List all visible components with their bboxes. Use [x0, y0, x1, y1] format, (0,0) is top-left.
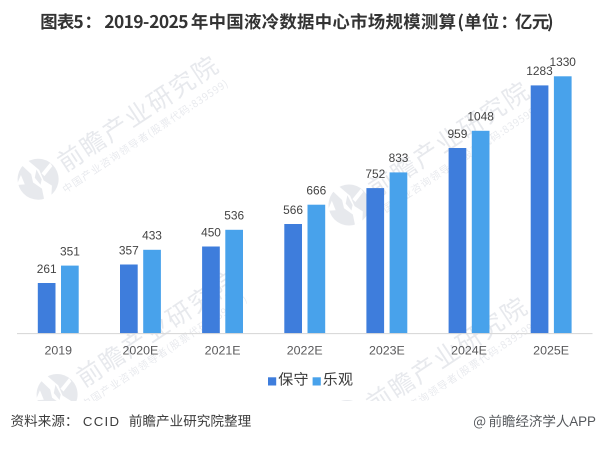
- svg-text:566: 566: [283, 203, 303, 217]
- svg-text:1048: 1048: [467, 110, 494, 124]
- svg-text:2025E: 2025E: [533, 343, 569, 357]
- svg-text:433: 433: [142, 229, 162, 243]
- svg-text:833: 833: [389, 151, 409, 165]
- svg-text:2020E: 2020E: [122, 343, 158, 357]
- svg-text:2024E: 2024E: [451, 343, 487, 357]
- svg-text:351: 351: [60, 244, 80, 258]
- svg-text:CCID: CCID: [83, 414, 120, 429]
- svg-text:357: 357: [119, 243, 139, 257]
- svg-text:2022E: 2022E: [287, 343, 323, 357]
- svg-text:1330: 1330: [549, 55, 576, 69]
- svg-text:536: 536: [224, 209, 244, 223]
- svg-text:APP: APP: [569, 414, 596, 429]
- svg-text:2021E: 2021E: [205, 343, 241, 357]
- svg-text:261: 261: [37, 262, 57, 276]
- svg-text:2019: 2019: [45, 343, 73, 357]
- svg-text:1283: 1283: [526, 64, 553, 78]
- svg-text:666: 666: [306, 184, 326, 198]
- svg-text:959: 959: [447, 127, 467, 141]
- svg-text:450: 450: [201, 225, 221, 239]
- svg-text:752: 752: [365, 167, 385, 181]
- svg-text:2023E: 2023E: [369, 343, 405, 357]
